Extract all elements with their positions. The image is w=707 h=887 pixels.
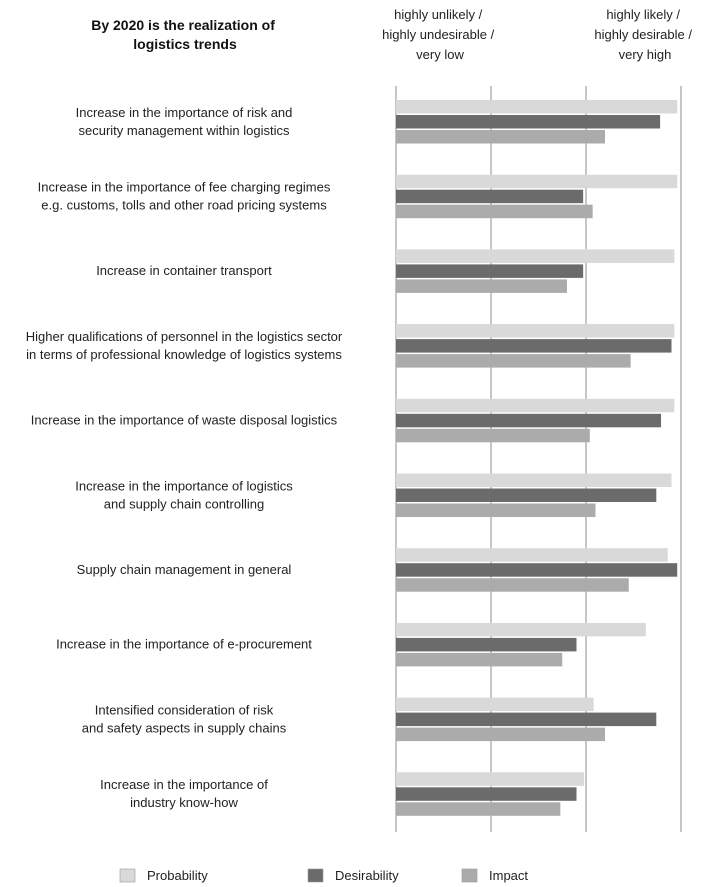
scale-low-line: highly unlikely /	[394, 7, 483, 22]
bar-impact	[396, 652, 563, 667]
category-label-line: Higher qualifications of personnel in th…	[26, 329, 343, 344]
category-label-line: Increase in the importance of fee chargi…	[38, 179, 331, 194]
bar-impact	[396, 428, 590, 443]
bar-desirability	[396, 189, 584, 204]
legend-label-impact: Impact	[489, 868, 528, 883]
bar-impact	[396, 503, 596, 517]
category-label-line: Supply chain management in general	[77, 562, 292, 577]
bar-impact	[396, 204, 593, 219]
category-label-line: Increase in the importance of waste disp…	[31, 413, 338, 428]
category-label-line: Increase in container transport	[96, 263, 272, 278]
scale-low-label: highly unlikely / highly undesirable / v…	[382, 7, 498, 62]
bars	[396, 100, 678, 816]
chart-title-line: By 2020 is the realization of	[91, 17, 275, 33]
bar-impact	[396, 727, 605, 742]
bar-impact	[396, 802, 561, 816]
bar-impact	[396, 578, 629, 592]
chart-title: By 2020 is the realization of logistics …	[91, 17, 279, 52]
scale-high-label: highly likely / highly desirable / very …	[594, 7, 695, 62]
bar-probability	[396, 174, 678, 189]
bar-probability	[396, 100, 678, 114]
category-label-line: and supply chain controlling	[104, 496, 264, 511]
bar-probability	[396, 473, 672, 487]
legend-swatch-probability	[119, 868, 136, 883]
bar-probability	[396, 324, 675, 338]
bar-desirability	[396, 264, 584, 278]
bar-impact	[396, 279, 567, 293]
category-label: Increase in the importance of fee chargi…	[38, 179, 331, 212]
category-label: Higher qualifications of personnel in th…	[26, 329, 343, 362]
category-label: Increase in the importance of waste disp…	[31, 413, 338, 428]
scale-low-line: highly undesirable /	[382, 27, 494, 42]
legend-label-desirability: Desirability	[335, 868, 399, 883]
scale-high-line: highly likely /	[606, 7, 680, 22]
category-label-line: Increase in the importance of	[100, 777, 268, 792]
category-label-line: e.g. customs, tolls and other road prici…	[41, 197, 327, 212]
bar-desirability	[396, 488, 657, 502]
scale-high-line: highly desirable /	[594, 27, 692, 42]
bar-probability	[396, 772, 585, 786]
category-label-line: security management within logistics	[79, 123, 290, 138]
category-label: Supply chain management in general	[77, 562, 292, 577]
chart-title-line: logistics trends	[133, 36, 237, 52]
category-label-line: industry know-how	[130, 795, 238, 810]
bar-desirability	[396, 413, 662, 428]
category-label: Increase in the importance of industry kn…	[100, 777, 268, 810]
category-label-line: Increase in the importance of logistics	[75, 478, 293, 493]
category-label: Increase in the importance of logistics a…	[75, 478, 293, 511]
category-label-line: Increase in the importance of e-procurem…	[56, 637, 312, 652]
category-label: Increase in container transport	[96, 263, 272, 278]
scale-high-line: very high	[619, 47, 672, 62]
bar-desirability	[396, 563, 678, 577]
bar-desirability	[396, 712, 657, 727]
legend: Probability Desirability Impact	[119, 868, 528, 883]
bar-probability	[396, 548, 668, 562]
legend-swatch-desirability	[307, 868, 324, 883]
category-label: Increase in the importance of e-procurem…	[56, 637, 312, 652]
bar-impact	[396, 354, 631, 368]
bar-desirability	[396, 339, 672, 353]
category-label-line: Intensified consideration of risk	[95, 702, 274, 717]
bar-probability	[396, 697, 594, 712]
bar-desirability	[396, 637, 577, 652]
scale-low-line: very low	[416, 47, 464, 62]
category-label: Increase in the importance of risk and se…	[76, 105, 293, 138]
bar-probability	[396, 249, 675, 263]
legend-label-probability: Probability	[147, 868, 208, 883]
legend-swatch-impact	[461, 868, 478, 883]
bar-probability	[396, 622, 646, 637]
bar-desirability	[396, 115, 661, 129]
category-label-line: and safety aspects in supply chains	[82, 720, 287, 735]
bar-impact	[396, 130, 605, 144]
category-label-line: in terms of professional knowledge of lo…	[26, 347, 342, 362]
category-label-line: Increase in the importance of risk and	[76, 105, 293, 120]
category-labels: Increase in the importance of risk and se…	[26, 105, 343, 810]
bar-probability	[396, 398, 675, 413]
category-label: Intensified consideration of risk and saf…	[82, 702, 287, 735]
bar-desirability	[396, 787, 577, 801]
